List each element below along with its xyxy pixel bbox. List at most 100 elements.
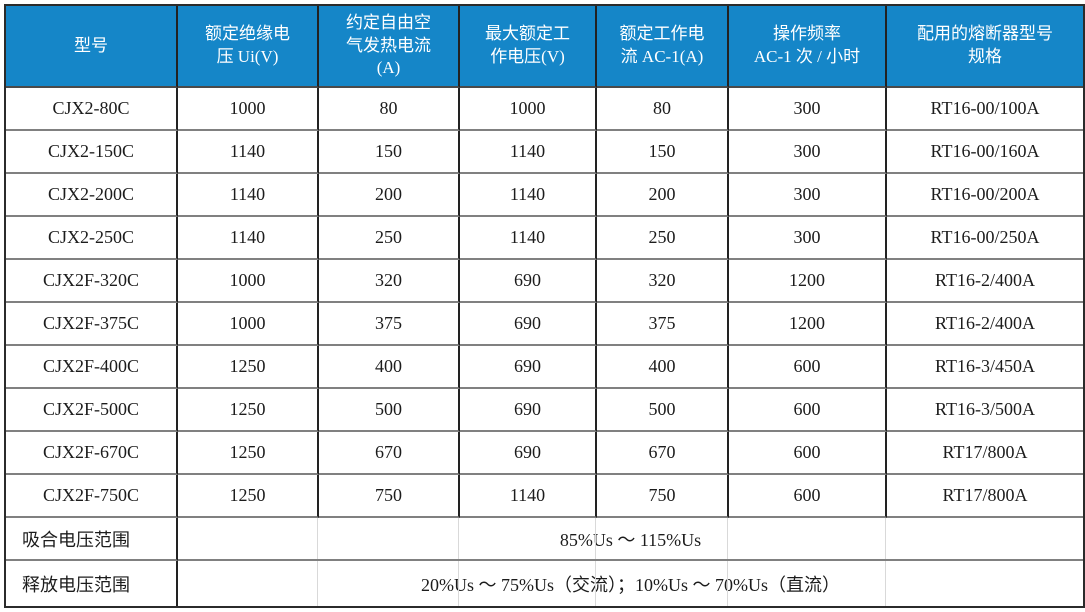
faint-gridline xyxy=(727,518,728,559)
cell-ue-max: 1140 xyxy=(460,475,597,518)
cell-model: CJX2-150C xyxy=(6,131,178,174)
contactor-spec-table: 型号 额定绝缘电 压 Ui(V) 约定自由空 气发热电流 (A) 最大额定工 作… xyxy=(4,4,1085,608)
cell-ui: 1000 xyxy=(178,303,319,346)
cell-model: CJX2F-320C xyxy=(6,260,178,303)
cell-model: CJX2F-400C xyxy=(6,346,178,389)
table-row: CJX2F-375C 1000 375 690 375 1200 RT16-2/… xyxy=(6,303,1083,346)
cell-model: CJX2F-375C xyxy=(6,303,178,346)
cell-ie: 80 xyxy=(597,88,729,131)
cell-ui: 1140 xyxy=(178,217,319,260)
faint-gridline xyxy=(595,561,596,606)
table-row: CJX2-250C 1140 250 1140 250 300 RT16-00/… xyxy=(6,217,1083,260)
cell-ie: 400 xyxy=(597,346,729,389)
table-row: CJX2-80C 1000 80 1000 80 300 RT16-00/100… xyxy=(6,88,1083,131)
cell-ie: 250 xyxy=(597,217,729,260)
cell-ui: 1140 xyxy=(178,131,319,174)
cell-ui: 1250 xyxy=(178,475,319,518)
release-voltage-value: 20%Us ～ 75%Us（交流）；10%Us ～ 70%Us（直流） xyxy=(421,574,840,595)
cell-ith: 670 xyxy=(319,432,460,475)
col-header-model: 型号 xyxy=(6,6,178,88)
cell-freq: 1200 xyxy=(729,260,887,303)
cell-freq: 300 xyxy=(729,88,887,131)
cell-freq: 300 xyxy=(729,217,887,260)
cell-freq: 600 xyxy=(729,432,887,475)
table-row: CJX2F-670C 1250 670 690 670 600 RT17/800… xyxy=(6,432,1083,475)
cell-model: CJX2F-750C xyxy=(6,475,178,518)
cell-ie: 750 xyxy=(597,475,729,518)
cell-ith: 375 xyxy=(319,303,460,346)
pickup-voltage-label: 吸合电压范围 xyxy=(6,518,178,561)
cell-ith: 200 xyxy=(319,174,460,217)
col-header-thermal-current: 约定自由空 气发热电流 (A) xyxy=(319,6,460,88)
cell-fuse: RT16-00/200A xyxy=(887,174,1083,217)
cell-fuse: RT16-2/400A xyxy=(887,303,1083,346)
cell-ue-max: 690 xyxy=(460,389,597,432)
cell-ue-max: 690 xyxy=(460,260,597,303)
cell-fuse: RT16-00/160A xyxy=(887,131,1083,174)
cell-ie: 670 xyxy=(597,432,729,475)
faint-gridline xyxy=(458,518,459,559)
cell-ie: 200 xyxy=(597,174,729,217)
cell-ui: 1250 xyxy=(178,389,319,432)
pickup-voltage-value-cell: 85%Us ～ 115%Us xyxy=(178,518,1083,561)
pickup-voltage-value: 85%Us ～ 115%Us xyxy=(559,529,702,550)
cell-ue-max: 1000 xyxy=(460,88,597,131)
cell-ui: 1250 xyxy=(178,346,319,389)
cell-model: CJX2-250C xyxy=(6,217,178,260)
cell-fuse: RT16-3/450A xyxy=(887,346,1083,389)
col-header-working-current: 额定工作电 流 AC-1(A) xyxy=(597,6,729,88)
cell-ith: 250 xyxy=(319,217,460,260)
cell-fuse: RT16-00/100A xyxy=(887,88,1083,131)
row-release-voltage-range: 释放电压范围 20%Us ～ 75%Us（交流）；10%Us ～ 70%Us（直… xyxy=(6,561,1083,606)
cell-ue-max: 1140 xyxy=(460,217,597,260)
col-header-max-working-voltage: 最大额定工 作电压(V) xyxy=(460,6,597,88)
col-header-operating-frequency: 操作频率 AC-1 次 / 小时 xyxy=(729,6,887,88)
cell-fuse: RT16-2/400A xyxy=(887,260,1083,303)
cell-fuse: RT16-00/250A xyxy=(887,217,1083,260)
table-row: CJX2-150C 1140 150 1140 150 300 RT16-00/… xyxy=(6,131,1083,174)
cell-freq: 600 xyxy=(729,475,887,518)
table-row: CJX2F-500C 1250 500 690 500 600 RT16-3/5… xyxy=(6,389,1083,432)
cell-freq: 600 xyxy=(729,346,887,389)
cell-ue-max: 1140 xyxy=(460,174,597,217)
cell-ui: 1140 xyxy=(178,174,319,217)
cell-freq: 1200 xyxy=(729,303,887,346)
table-row: CJX2-200C 1140 200 1140 200 300 RT16-00/… xyxy=(6,174,1083,217)
cell-ith: 500 xyxy=(319,389,460,432)
cell-ui: 1250 xyxy=(178,432,319,475)
faint-gridline xyxy=(317,518,318,559)
cell-ith: 400 xyxy=(319,346,460,389)
cell-ie: 500 xyxy=(597,389,729,432)
cell-fuse: RT17/800A xyxy=(887,475,1083,518)
release-voltage-label: 释放电压范围 xyxy=(6,561,178,606)
cell-freq: 600 xyxy=(729,389,887,432)
cell-ue-max: 690 xyxy=(460,432,597,475)
cell-ith: 150 xyxy=(319,131,460,174)
cell-ie: 375 xyxy=(597,303,729,346)
table-row: CJX2F-320C 1000 320 690 320 1200 RT16-2/… xyxy=(6,260,1083,303)
col-header-fuse-spec: 配用的熔断器型号 规格 xyxy=(887,6,1083,88)
faint-gridline xyxy=(885,518,886,559)
cell-freq: 300 xyxy=(729,131,887,174)
cell-ue-max: 690 xyxy=(460,303,597,346)
cell-model: CJX2F-670C xyxy=(6,432,178,475)
cell-ith: 750 xyxy=(319,475,460,518)
cell-ue-max: 690 xyxy=(460,346,597,389)
cell-freq: 300 xyxy=(729,174,887,217)
table-row: CJX2F-400C 1250 400 690 400 600 RT16-3/4… xyxy=(6,346,1083,389)
row-pickup-voltage-range: 吸合电压范围 85%Us ～ 115%Us xyxy=(6,518,1083,561)
cell-ith: 320 xyxy=(319,260,460,303)
col-header-insulation-voltage: 额定绝缘电 压 Ui(V) xyxy=(178,6,319,88)
faint-gridline xyxy=(595,518,596,559)
cell-model: CJX2-80C xyxy=(6,88,178,131)
faint-gridline xyxy=(458,561,459,606)
cell-ie: 150 xyxy=(597,131,729,174)
cell-model: CJX2F-500C xyxy=(6,389,178,432)
faint-gridline xyxy=(885,561,886,606)
cell-ie: 320 xyxy=(597,260,729,303)
table-row: CJX2F-750C 1250 750 1140 750 600 RT17/80… xyxy=(6,475,1083,518)
faint-gridline xyxy=(727,561,728,606)
release-voltage-value-cell: 20%Us ～ 75%Us（交流）；10%Us ～ 70%Us（直流） xyxy=(178,561,1083,606)
cell-fuse: RT17/800A xyxy=(887,432,1083,475)
